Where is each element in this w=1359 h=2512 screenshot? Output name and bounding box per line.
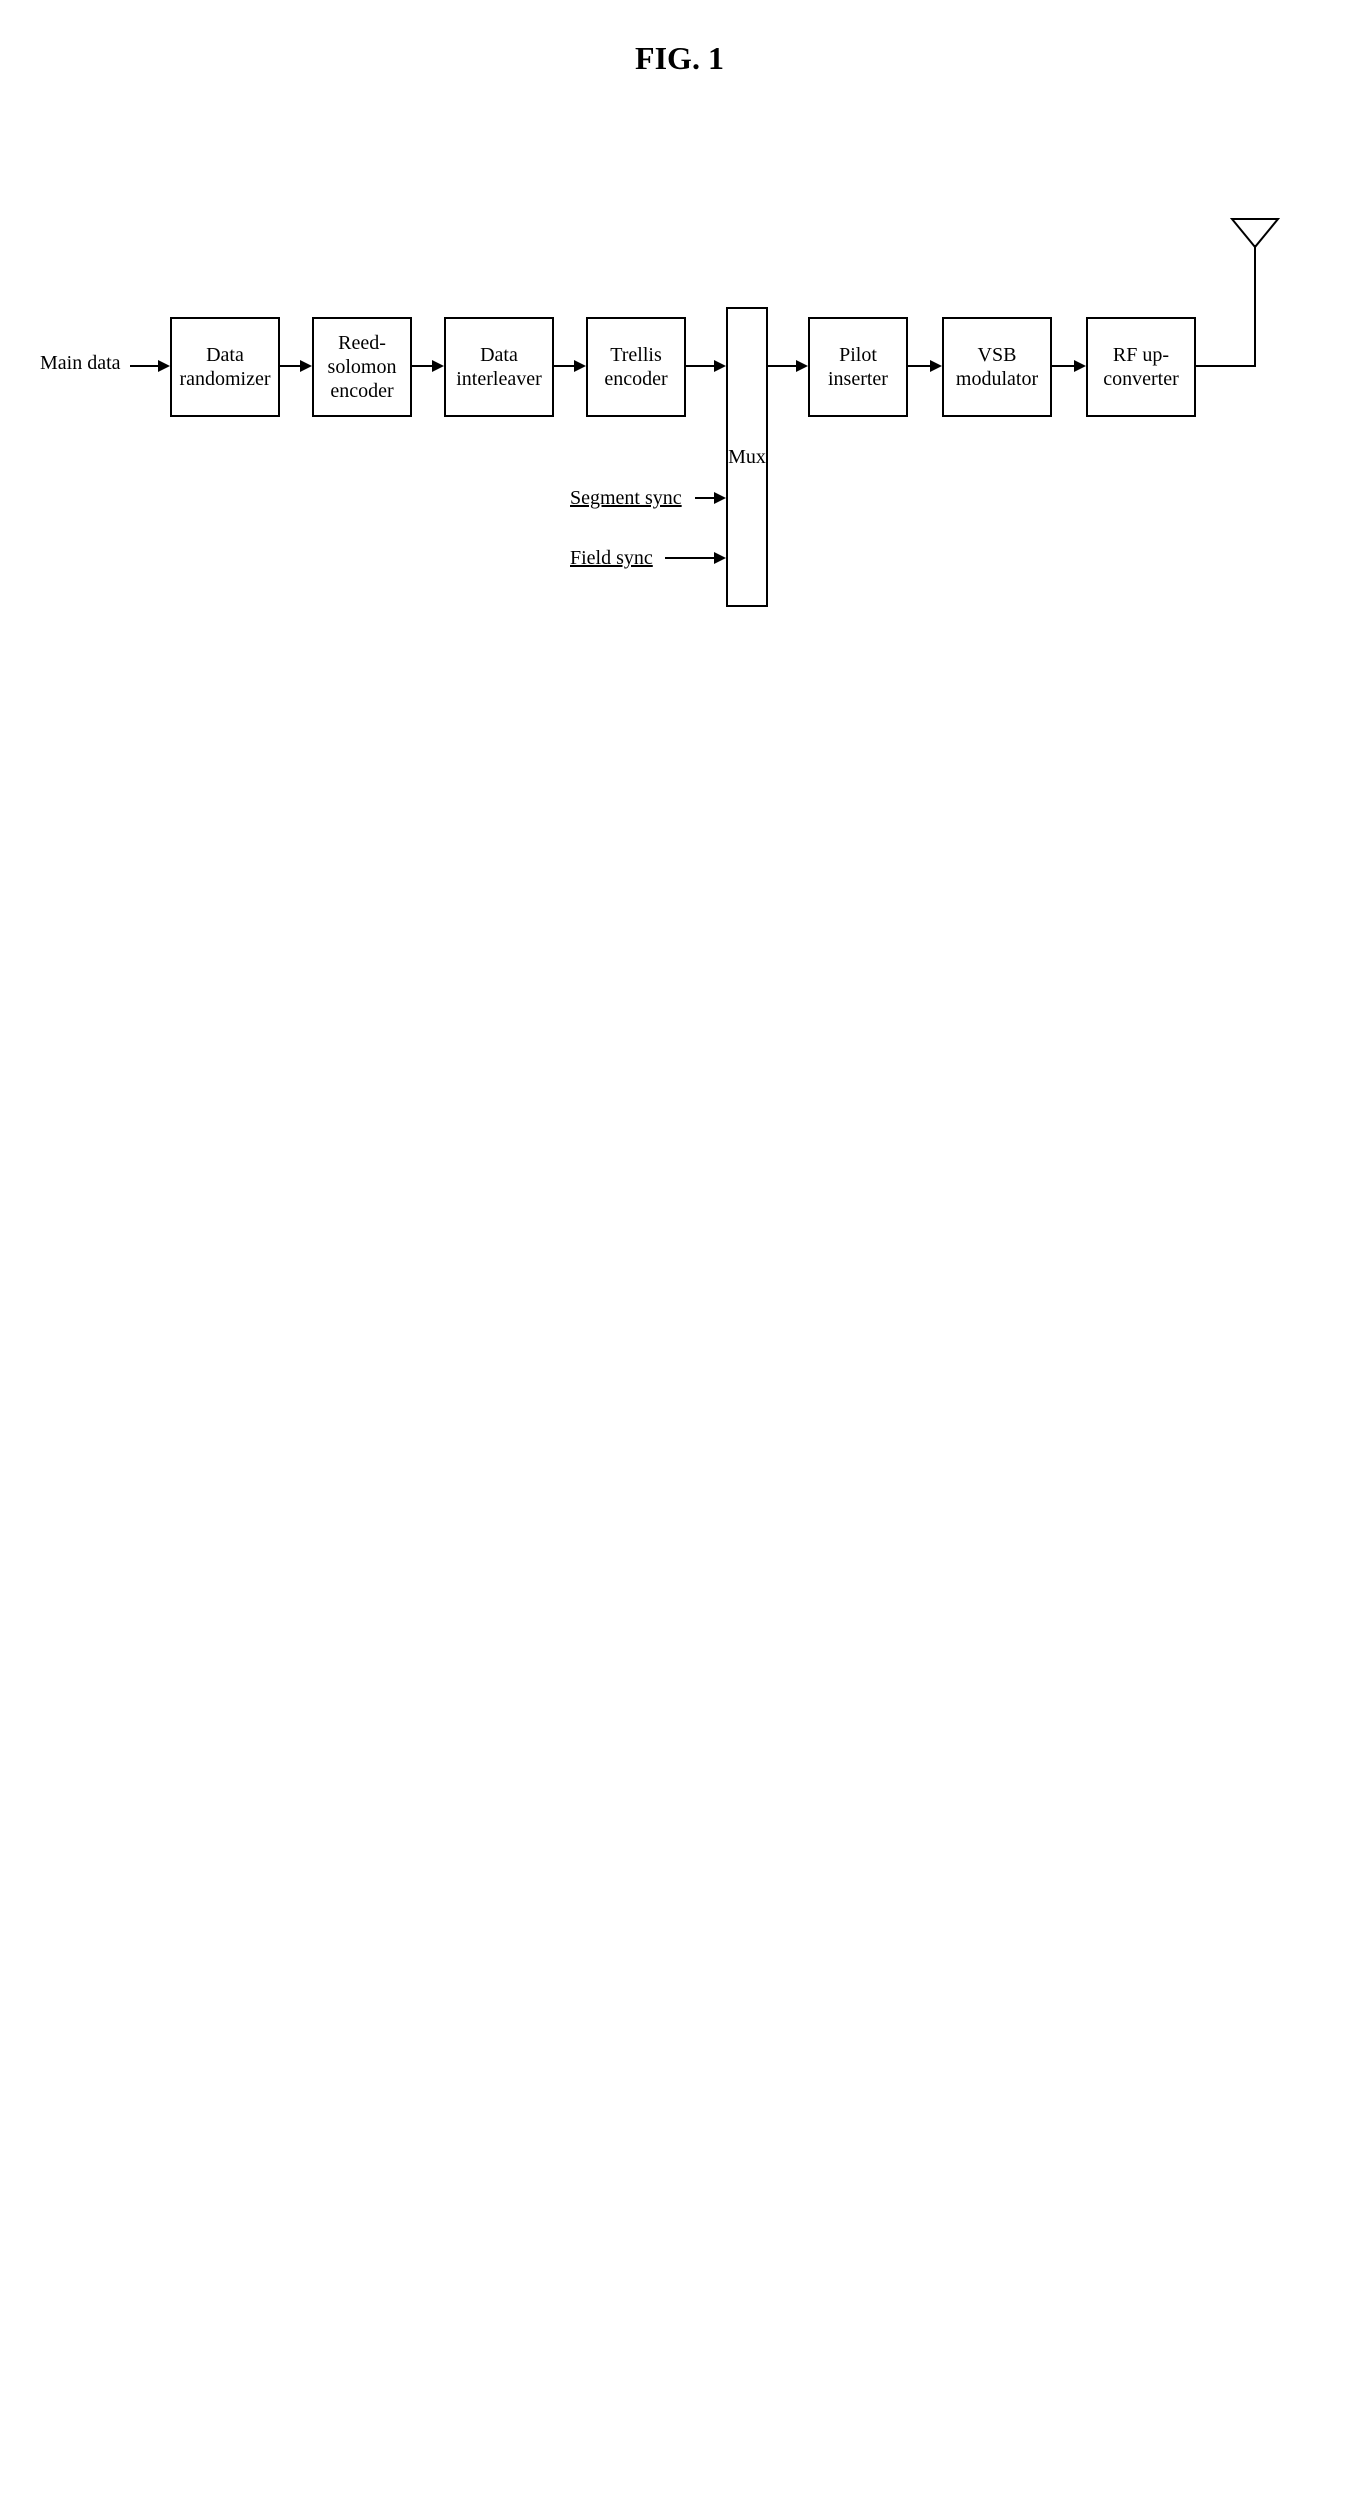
arrow-head: [714, 360, 726, 372]
arrow-line: [554, 365, 576, 367]
rf-upconverter-block: RF up- converter: [1086, 317, 1196, 417]
data-interleaver-block: Data interleaver: [444, 317, 554, 417]
arrow-head: [300, 360, 312, 372]
arrow-head: [1074, 360, 1086, 372]
arrow-head: [714, 552, 726, 564]
arrow-line: [130, 365, 160, 367]
arrow-head: [714, 492, 726, 504]
segment-sync-label: Segment sync: [570, 487, 682, 510]
mux-block: Mux: [726, 307, 768, 607]
trellis-encoder-block: Trellis encoder: [586, 317, 686, 417]
arrow-line: [412, 365, 434, 367]
arrow-line: [908, 365, 932, 367]
main-data-label: Main data: [40, 352, 121, 375]
arrow-line: [1052, 365, 1076, 367]
arrow-head: [930, 360, 942, 372]
mux-label: Mux: [728, 445, 766, 469]
arrow-line: [768, 365, 798, 367]
field-sync-label: Field sync: [570, 547, 653, 570]
vsb-modulator-block: VSB modulator: [942, 317, 1052, 417]
arrow-line: [665, 557, 718, 559]
block-diagram: Main data Data randomizer Reed- solomon …: [40, 137, 1320, 737]
antenna-pole: [1254, 245, 1256, 367]
pilot-inserter-block: Pilot inserter: [808, 317, 908, 417]
antenna-feed-line: [1196, 365, 1256, 367]
arrow-head: [574, 360, 586, 372]
figure-title: FIG. 1: [40, 40, 1319, 77]
arrow-line: [280, 365, 302, 367]
data-randomizer-block: Data randomizer: [170, 317, 280, 417]
arrow-head: [796, 360, 808, 372]
reed-solomon-block: Reed- solomon encoder: [312, 317, 412, 417]
arrow-head: [158, 360, 170, 372]
antenna-icon: [1230, 217, 1280, 249]
arrow-head: [432, 360, 444, 372]
arrow-line: [686, 365, 716, 367]
